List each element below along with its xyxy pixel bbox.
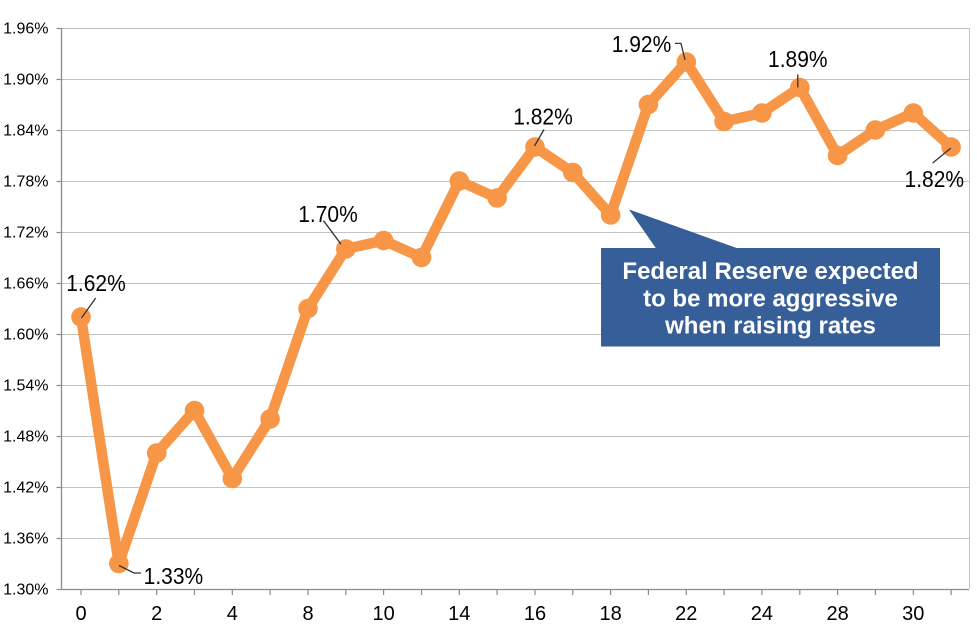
svg-text:18: 18 [599, 603, 621, 625]
svg-text:1.60%: 1.60% [3, 327, 48, 344]
svg-text:2: 2 [151, 603, 162, 625]
svg-text:1.42%: 1.42% [3, 480, 48, 497]
svg-text:16: 16 [524, 603, 546, 625]
svg-text:1.48%: 1.48% [3, 429, 48, 446]
svg-text:28: 28 [826, 603, 848, 625]
svg-text:1.84%: 1.84% [3, 123, 48, 140]
svg-text:to be more aggressive: to be more aggressive [643, 286, 898, 313]
svg-text:1.70%: 1.70% [298, 201, 358, 227]
svg-text:when raising rates: when raising rates [664, 313, 876, 340]
svg-text:4: 4 [227, 603, 238, 625]
svg-text:1.96%: 1.96% [3, 21, 48, 38]
svg-text:1.82%: 1.82% [905, 166, 965, 192]
svg-text:1.36%: 1.36% [3, 531, 48, 548]
svg-text:8: 8 [302, 603, 313, 625]
svg-text:1.82%: 1.82% [513, 103, 573, 129]
svg-text:10: 10 [372, 603, 394, 625]
svg-text:Federal Reserve expected: Federal Reserve expected [622, 258, 918, 285]
svg-text:0: 0 [75, 603, 86, 625]
svg-text:1.78%: 1.78% [3, 174, 48, 191]
svg-text:1.72%: 1.72% [3, 225, 48, 242]
svg-text:1.62%: 1.62% [66, 270, 126, 296]
svg-text:14: 14 [448, 603, 470, 625]
svg-text:1.90%: 1.90% [3, 72, 48, 89]
svg-text:1.89%: 1.89% [768, 46, 828, 72]
svg-text:1.92%: 1.92% [612, 31, 672, 57]
svg-text:1.54%: 1.54% [3, 378, 48, 395]
svg-text:1.33%: 1.33% [144, 563, 204, 589]
svg-text:1.30%: 1.30% [3, 582, 48, 599]
svg-text:22: 22 [675, 603, 697, 625]
svg-text:24: 24 [751, 603, 773, 625]
svg-text:1.66%: 1.66% [3, 276, 48, 293]
svg-text:30: 30 [902, 603, 924, 625]
